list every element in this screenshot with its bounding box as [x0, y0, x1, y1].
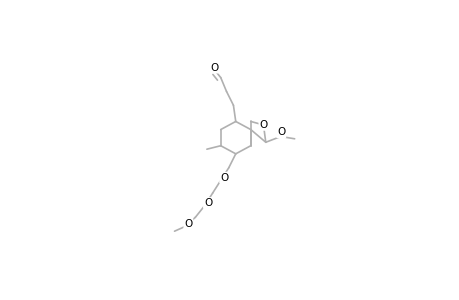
Text: O: O — [276, 127, 285, 137]
Text: O: O — [203, 198, 212, 208]
Text: O: O — [210, 63, 218, 73]
Text: O: O — [184, 219, 192, 229]
Text: O: O — [219, 172, 228, 183]
Text: O: O — [259, 120, 267, 130]
